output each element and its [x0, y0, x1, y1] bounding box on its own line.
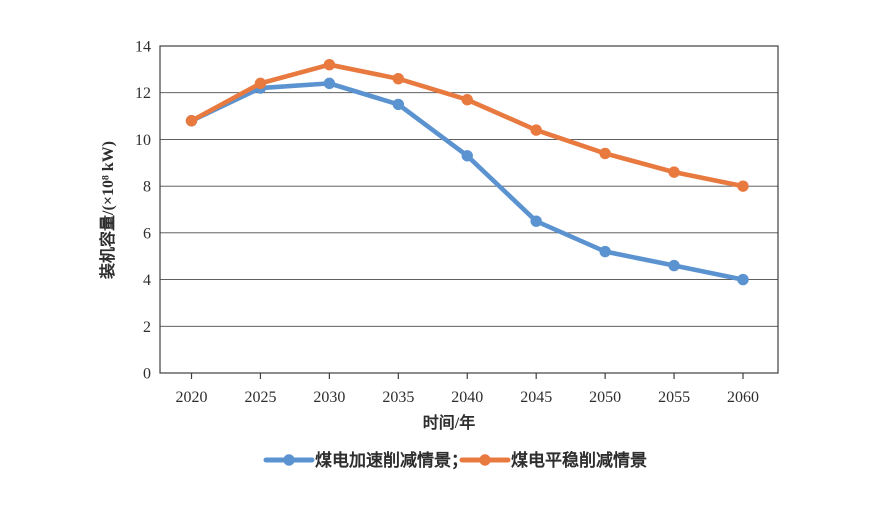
series-0	[185, 77, 749, 286]
plot-area-border	[159, 45, 779, 374]
data-point	[185, 115, 198, 127]
legend-label-accelerated: 煤电加速削减情景；	[315, 450, 468, 470]
legend-label-steady: 煤电平稳削减情景	[511, 450, 647, 470]
data-point	[530, 215, 542, 227]
x-tick-label: 2025	[244, 389, 276, 406]
series-lines	[185, 58, 749, 286]
data-point	[323, 58, 336, 71]
x-tick-label: 2040	[451, 389, 483, 406]
series-0-line	[189, 81, 746, 282]
data-point	[461, 94, 473, 106]
y-tick-label: 8	[143, 179, 151, 196]
y-tick-label: 4	[143, 272, 151, 289]
x-axis-tick-labels: 2020 2025 2030 2035 2040 2045 2050 2055 2060	[176, 389, 760, 406]
series-1	[185, 58, 749, 192]
data-point	[323, 77, 336, 90]
y-tick-label: 0	[143, 366, 151, 383]
data-point	[668, 166, 680, 178]
x-tick-label: 2045	[520, 389, 552, 406]
data-point	[254, 77, 267, 90]
legend: 煤电加速削减情景； 煤电平稳削减情景	[263, 450, 647, 470]
legend-marker-dot-steady-icon	[479, 454, 491, 466]
y-tick-label: 12	[135, 85, 151, 102]
x-tick-label: 2055	[658, 389, 690, 406]
x-tick-label: 2035	[382, 389, 414, 406]
data-point	[599, 245, 611, 258]
series-1-line	[189, 62, 746, 189]
data-point	[392, 73, 405, 85]
data-point	[530, 124, 542, 136]
gridlines	[160, 92, 778, 327]
data-point	[737, 273, 749, 286]
data-point	[599, 147, 611, 160]
x-axis-ticks	[190, 373, 744, 379]
x-axis-title: 时间/年	[423, 413, 475, 432]
x-tick-label: 2050	[589, 389, 621, 406]
y-tick-label: 2	[143, 319, 151, 336]
legend-marker-dot-accelerated-icon	[283, 454, 295, 466]
x-tick-label: 2030	[313, 389, 345, 406]
data-point	[668, 259, 680, 272]
legend-item-steady: 煤电平稳削减情景	[459, 450, 647, 470]
data-point	[461, 150, 473, 162]
legend-item-accelerated: 煤电加速削减情景；	[263, 450, 468, 470]
y-tick-label: 10	[135, 132, 151, 149]
y-tick-label: 6	[143, 225, 151, 242]
data-point	[392, 98, 405, 111]
x-tick-label: 2060	[727, 389, 759, 406]
y-axis-title: 装机容量/(×10⁸ kW)	[98, 141, 117, 280]
x-tick-label: 2020	[176, 389, 208, 406]
y-axis-tick-labels: 0 2 4 6 8 10 12 14	[135, 39, 151, 383]
y-tick-label: 14	[135, 39, 151, 56]
data-point	[737, 180, 749, 192]
